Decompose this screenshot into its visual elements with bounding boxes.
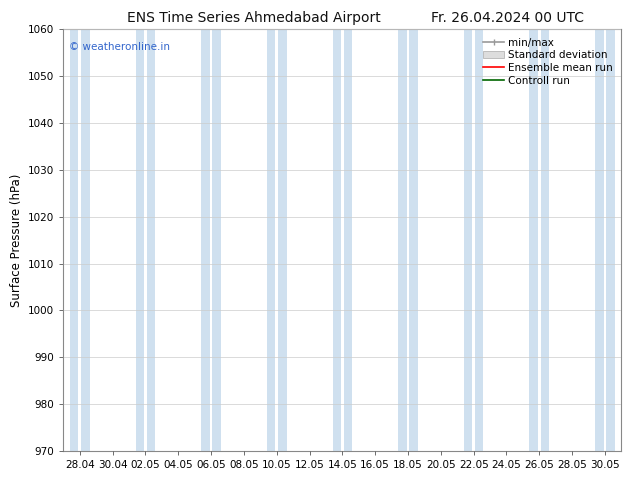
Y-axis label: Surface Pressure (hPa): Surface Pressure (hPa) [10, 173, 23, 307]
Bar [201, 29, 210, 451]
Bar [464, 29, 472, 451]
Bar [606, 29, 615, 451]
Bar [136, 29, 144, 451]
Legend: min/max, Standard deviation, Ensemble mean run, Controll run: min/max, Standard deviation, Ensemble me… [480, 35, 616, 89]
Bar [332, 29, 341, 451]
Bar [410, 29, 418, 451]
Bar [278, 29, 287, 451]
Bar [475, 29, 484, 451]
Text: ENS Time Series Ahmedabad Airport: ENS Time Series Ahmedabad Airport [127, 11, 380, 25]
Bar [398, 29, 406, 451]
Bar [70, 29, 79, 451]
Text: © weatheronline.in: © weatheronline.in [69, 42, 170, 52]
Bar [267, 29, 275, 451]
Text: Fr. 26.04.2024 00 UTC: Fr. 26.04.2024 00 UTC [430, 11, 584, 25]
Bar [344, 29, 353, 451]
Bar [146, 29, 155, 451]
Bar [81, 29, 89, 451]
Bar [541, 29, 549, 451]
Bar [212, 29, 221, 451]
Bar [595, 29, 604, 451]
Bar [529, 29, 538, 451]
